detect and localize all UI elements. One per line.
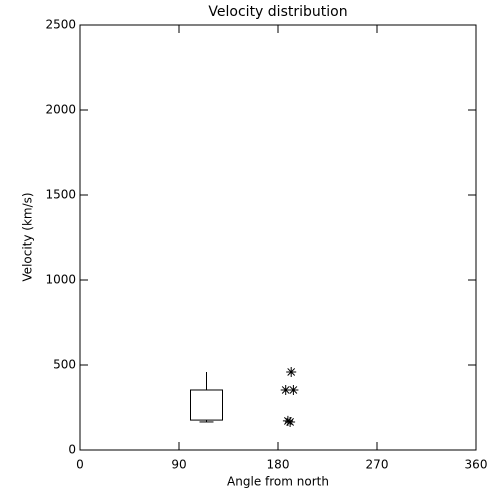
scatter-point [280,384,291,395]
scatter-point [285,416,296,427]
y-tick-label: 2000 [45,103,76,117]
y-tick-label: 0 [68,443,76,457]
chart-title: Velocity distribution [208,4,347,20]
y-axis-label: Velocity (km/s) [21,192,35,281]
y-tick-label: 1500 [45,188,76,202]
x-tick-label: 90 [171,458,186,472]
x-tick-label: 270 [366,458,389,472]
box [190,389,223,421]
y-tick-label: 2500 [45,18,76,32]
y-tick-label: 500 [53,358,76,372]
plot-frame [79,24,477,451]
x-tick-label: 180 [267,458,290,472]
x-tick-label: 0 [76,458,84,472]
scatter-point [286,366,297,377]
x-axis-label: Angle from north [227,475,329,489]
x-tick-label: 360 [465,458,488,472]
scatter-point [288,384,299,395]
y-tick-label: 1000 [45,273,76,287]
scatter-point [282,415,293,426]
